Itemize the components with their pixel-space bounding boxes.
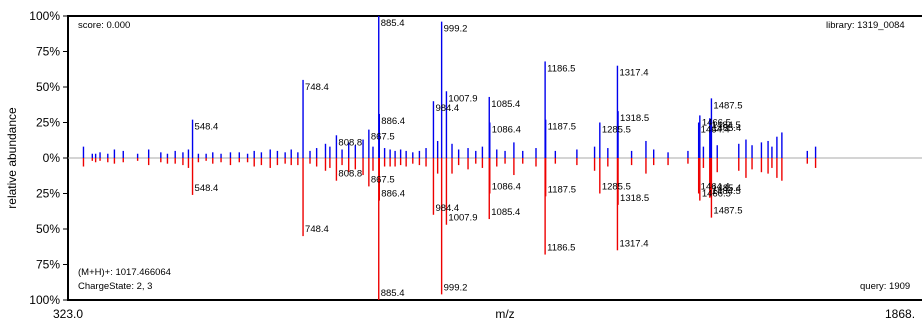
query-annotation: query: 1909 — [860, 281, 910, 292]
query-peak-label: 1464.4 — [701, 182, 730, 193]
query-peak-label: 1186.5 — [547, 243, 575, 254]
y-tick-label: 0% — [43, 151, 61, 165]
query-peak-label: 1187.5 — [548, 184, 576, 195]
library-peak-label: 1007.9 — [448, 93, 477, 104]
y-tick-label: 100% — [29, 293, 60, 307]
y-tick-label: 25% — [36, 187, 60, 201]
library-peak-label: 1187.5 — [548, 122, 576, 133]
query-peak-label: 867.5 — [371, 174, 395, 185]
query-peak-label: 886.4 — [381, 189, 405, 200]
y-axis-ticks: 100% 75% 50% 25% 0% 25% 50% 75% 100% — [29, 9, 68, 307]
library-peak-label: 1485.4 — [712, 123, 741, 134]
query-peak-label: 1487.5 — [713, 206, 742, 217]
library-peak-label: 1318.5 — [620, 113, 649, 124]
library-peak-label: 1085.4 — [491, 99, 520, 110]
query-peak-label: 1466.5 — [702, 189, 731, 200]
query-peak-label: 808.8 — [338, 169, 362, 180]
y-tick-label: 50% — [36, 80, 60, 94]
query-peak-label: 999.2 — [444, 282, 468, 293]
library-peak-label: 867.5 — [371, 132, 395, 143]
library-peak-label: 1086.4 — [492, 125, 521, 136]
library-peak-label: 886.4 — [381, 116, 405, 127]
library-peak-label: 1466.5 — [702, 117, 731, 128]
query-peak-label: 1484.5 — [712, 186, 741, 197]
library-peak-label: 885.4 — [381, 18, 405, 29]
library-peak-label: 1317.4 — [619, 68, 648, 79]
charge-state-annotation: ChargeState: 2, 3 — [78, 281, 152, 292]
library-annotation: library: 1319_0084 — [826, 20, 905, 31]
score-annotation: score: 0.000 — [78, 20, 130, 31]
library-peak-label: 1186.5 — [547, 63, 575, 74]
x-axis-title: m/z — [495, 307, 514, 321]
query-peak-label: 1317.4 — [619, 238, 648, 249]
library-peak-label: 1484.5 — [712, 120, 741, 131]
y-tick-label: 100% — [29, 9, 60, 23]
query-peak-label: 1285.5 — [602, 182, 631, 193]
y-tick-label: 50% — [36, 222, 60, 236]
query-peak-label: 1085.4 — [491, 207, 520, 218]
query-peak-label: 1086.4 — [492, 182, 521, 193]
x-axis-start-label: 323.0 — [53, 307, 83, 321]
library-peak-label: 548.4 — [195, 122, 219, 133]
query-peak-label: 548.4 — [195, 183, 219, 194]
x-axis-end-label: 1868. — [885, 307, 915, 321]
y-tick-label: 25% — [36, 116, 60, 130]
library-peak-label: 999.2 — [444, 24, 468, 35]
y-tick-label: 75% — [36, 45, 60, 59]
peak-label-group: 548.4 748.4 808.8 867.5 886.4 885.4 984.4 999.2… — [195, 18, 743, 299]
query-peak-label: 984.4 — [435, 203, 459, 214]
query-peak-label: 1318.5 — [620, 193, 649, 204]
peak-group — [82, 16, 817, 300]
library-peak-label: 748.4 — [305, 82, 329, 93]
library-peak-label: 1464.4 — [701, 125, 730, 136]
y-tick-label: 75% — [36, 258, 60, 272]
query-peak-label: 885.4 — [381, 288, 405, 299]
query-peak-label: 1007.9 — [448, 213, 477, 224]
precursor-annotation: (M+H)+: 1017.466064 — [78, 267, 171, 278]
library-peak-label: 1487.5 — [713, 100, 742, 111]
y-axis-title: relative abundance — [5, 107, 19, 209]
query-peak-label: 1485.4 — [712, 183, 741, 194]
library-peak-label: 1285.5 — [602, 125, 631, 136]
library-peak-label: 984.4 — [435, 103, 459, 114]
library-peak-label: 808.8 — [338, 137, 362, 148]
query-peak-label: 748.4 — [305, 224, 329, 235]
